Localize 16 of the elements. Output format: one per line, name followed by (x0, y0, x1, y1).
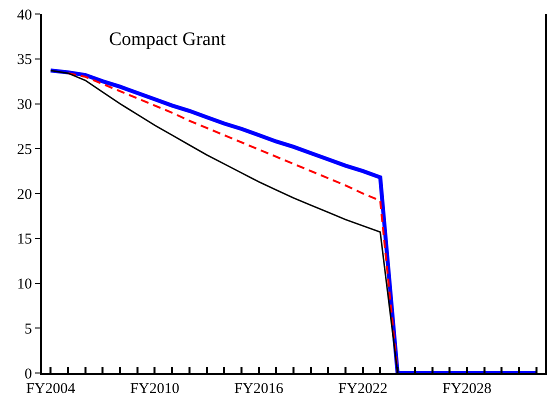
y-tick-label: 10 (17, 276, 32, 292)
y-tick-label: 40 (17, 7, 32, 24)
line-series (48, 68, 538, 373)
y-tick-label: 20 (17, 186, 32, 203)
x-tick-label: FY2028 (442, 381, 492, 397)
y-tick-label: 25 (17, 142, 32, 158)
y-tick-label: 5 (24, 321, 32, 338)
text: Compact Grant (109, 29, 226, 50)
y-tick-label: 30 (17, 97, 32, 113)
x-tick-label: FY2004 (26, 381, 76, 397)
x-tick-label: FY2022 (338, 381, 388, 397)
y-tick-label: 35 (17, 52, 32, 68)
x-tick-label: FY2016 (234, 381, 284, 397)
y-tick-label: 15 (17, 232, 32, 248)
x-tick-label: FY2010 (130, 381, 180, 397)
y-tick-label: 0 (24, 366, 32, 382)
